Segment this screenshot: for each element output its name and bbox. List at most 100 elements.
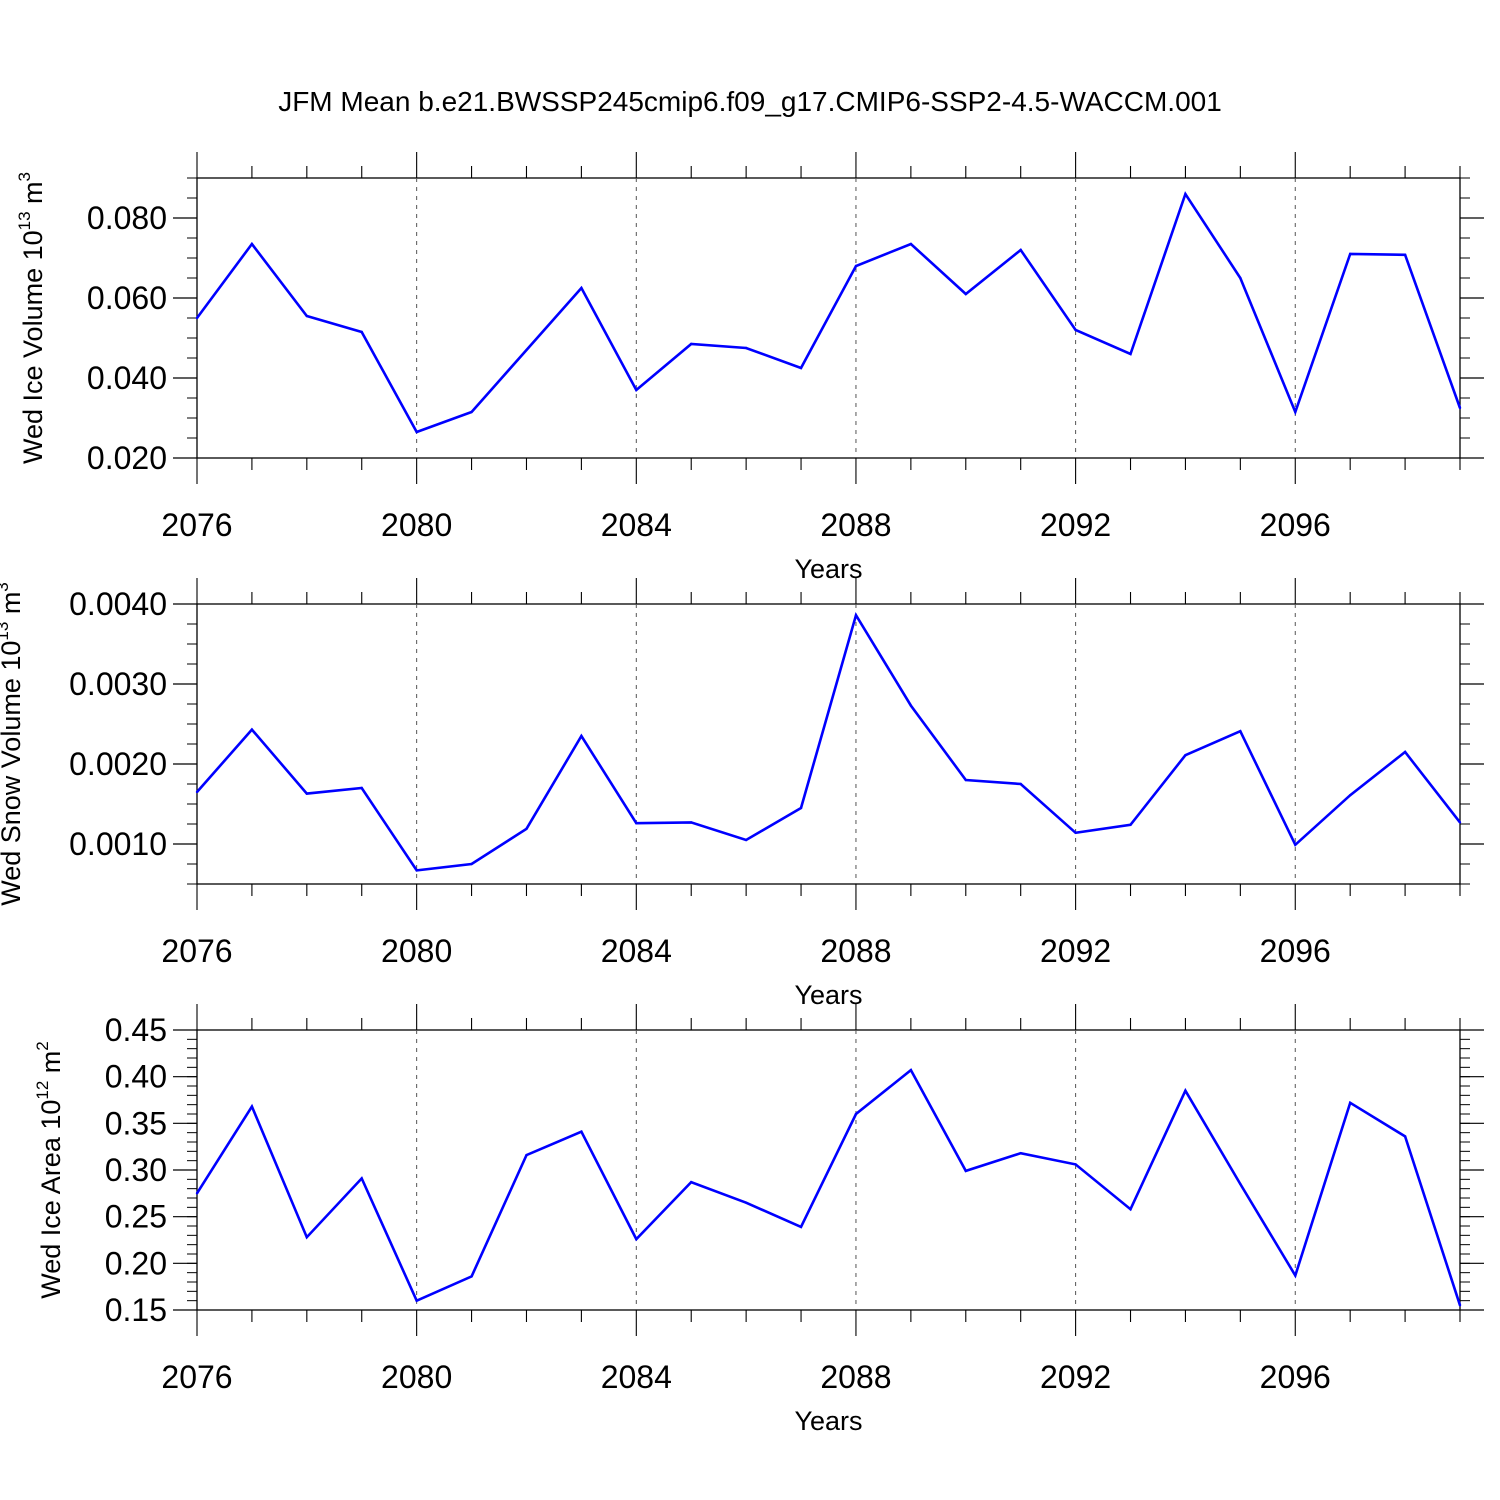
y-tick-label: 0.0030 [69,666,167,702]
data-point [580,1130,583,1133]
data-point [195,316,199,320]
data-point [305,1236,309,1239]
data-point [964,1169,967,1173]
data-point [1294,1274,1297,1277]
data-point [635,1237,638,1241]
data-point [415,869,418,872]
data-point [635,822,638,825]
data-point [964,292,967,296]
data-point [1019,782,1022,786]
series-line [196,611,1462,872]
data-point [195,790,199,794]
data-point [1348,1101,1352,1105]
data-point [854,614,858,617]
data-point [580,286,583,290]
data-point [1019,248,1022,252]
x-tick-label: 2088 [820,507,891,543]
data-point [909,704,913,707]
data-point [1403,253,1407,256]
data-point [250,1105,254,1108]
y-axis-title-text: m [18,181,48,211]
x-tick-label: 2092 [1040,507,1111,543]
y-axis-title: Wed Snow Volume 1013 m3 [0,582,26,906]
data-point [1129,823,1132,826]
x-tick-label: 2096 [1260,933,1331,969]
figure-title: JFM Mean b.e21.BWSSP245cmip6.f09_g17.CMI… [278,86,1222,117]
data-point [1019,1152,1022,1155]
y-tick-label: 0.0020 [69,746,167,782]
x-tick-label: 2080 [381,507,452,543]
y-axis-title-text: Wed Snow Volume 10 [0,641,26,906]
y-axis-title-text: Wed Ice Volume 10 [18,230,48,464]
data-point [250,728,254,731]
data-point [305,314,309,318]
x-tick-label: 2092 [1040,933,1111,969]
data-point [909,1068,913,1072]
data-point [744,346,748,350]
y-tick-label: 0.080 [87,200,167,236]
y-tick-label: 0.40 [105,1059,167,1095]
data-point [1458,406,1462,410]
data-point [525,348,528,352]
y-tick-label: 0.25 [105,1199,167,1235]
data-point [1458,1304,1462,1307]
y-tick-label: 0.0040 [69,586,167,622]
x-tick-label: 2096 [1260,507,1331,543]
data-point [525,1153,528,1157]
data-point [580,734,583,738]
y-tick-label: 0.30 [105,1152,167,1188]
x-tick-label: 2092 [1040,1359,1111,1395]
data-point [1184,1089,1187,1092]
y-tick-label: 0.45 [105,1012,167,1048]
data-point [360,330,363,334]
data-point [744,1201,748,1204]
data-point [1184,192,1187,196]
x-tick-label: 2076 [161,933,232,969]
data-point [470,410,473,414]
data-point [195,1192,199,1195]
data-point [964,778,967,782]
data-point [1403,750,1407,754]
y-tick-label: 0.0010 [69,826,167,862]
data-point [1294,410,1297,414]
y-axis-title: Wed Ice Volume 1013 m3 [15,172,48,464]
data-point [690,342,693,346]
y-axis-title: Wed Ice Area 1012 m2 [33,1041,66,1299]
x-tick-label: 2084 [601,1359,672,1395]
x-axis-title: Years [794,554,862,584]
panel-1: 0.020 0.040 0.060 0.080 2076 2080 2084 2088 2092… [15,152,1484,584]
data-point [854,1112,858,1116]
y-axis-title-superscript: 2 [33,1041,52,1050]
y-tick-label: 0.060 [87,280,167,316]
y-axis-title-superscript: 12 [33,1081,52,1100]
series-line [195,1068,1462,1306]
data-point [470,862,473,866]
y-axis-title-superscript: 13 [0,622,12,641]
data-point [854,264,858,268]
y-tick-label: 0.040 [87,360,167,396]
data-point [635,388,638,392]
data-point [1129,1208,1132,1211]
data-point [1239,730,1242,733]
x-tick-label: 2096 [1260,1359,1331,1395]
data-point [744,838,748,842]
x-tick-label: 2080 [381,933,452,969]
data-point [1074,1163,1077,1166]
y-axis-title-superscript: 13 [15,211,34,230]
data-point [1129,352,1132,356]
x-tick-label: 2076 [161,507,232,543]
data-point [690,1180,693,1184]
x-axis-title: Years [794,1406,862,1436]
x-tick-label: 2088 [820,1359,891,1395]
data-point [360,786,363,790]
data-point [690,821,693,824]
y-tick-label: 0.20 [105,1245,167,1281]
y-axis-title-superscript: 3 [15,172,34,181]
panel-2: 0.0010 0.0020 0.0030 0.0040 2076 2080 2084 2088… [0,578,1484,1010]
x-tick-label: 2080 [381,1359,452,1395]
data-point [360,1177,363,1180]
x-tick-label: 2088 [820,933,891,969]
x-tick-label: 2084 [601,933,672,969]
y-tick-label: 0.15 [105,1292,167,1328]
